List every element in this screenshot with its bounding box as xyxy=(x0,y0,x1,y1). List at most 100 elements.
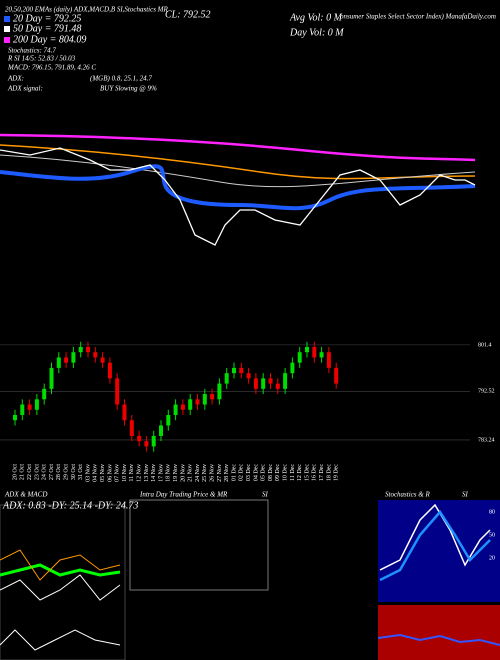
candle-body xyxy=(334,367,339,384)
macd: MACD: 796.15, 791.89, 4.26 C xyxy=(7,64,96,72)
x-tick-label: 14 Nov xyxy=(151,464,157,482)
candle-body xyxy=(34,399,39,410)
candle-body xyxy=(49,367,54,389)
di-line xyxy=(0,574,121,601)
candle-body xyxy=(326,352,331,368)
candle-body xyxy=(159,425,163,436)
candle-body xyxy=(151,435,156,447)
adx-line xyxy=(0,563,121,577)
x-tick-label: 01 Dec xyxy=(231,464,237,481)
rsi: R SI 14/5: 52.83 / 50.03 xyxy=(7,55,76,63)
x-tick-label: 18 Dec xyxy=(326,464,332,481)
candle-body xyxy=(210,394,215,400)
x-tick-label: 17 Dec xyxy=(319,464,325,481)
x-tick-label: 11 Nov xyxy=(129,464,135,482)
x-tick-label: 23 Oct xyxy=(34,464,40,480)
panel-title: ADX & MACD xyxy=(4,491,47,499)
candle-body xyxy=(166,415,171,426)
candle-body xyxy=(290,362,295,374)
adx-signal-value: BUY Slowing @ 9% xyxy=(100,85,157,93)
candle-body xyxy=(297,352,302,363)
x-tick-label: 15 Dec xyxy=(304,464,310,481)
ema50-line xyxy=(0,144,476,180)
candle-body xyxy=(78,346,83,353)
panel-title: Intra Day Trading Price & MR xyxy=(139,491,228,499)
x-tick-label: 05 Nov xyxy=(100,464,106,482)
intraday-panel xyxy=(129,499,269,591)
stoch-d xyxy=(379,509,491,582)
legend-ema50: 50 Day = 791.48 xyxy=(13,23,81,34)
x-tick-label: 13 Nov xyxy=(144,464,150,482)
candle-body xyxy=(195,399,200,405)
x-tick-label: 26 Nov xyxy=(209,464,215,482)
x-tick-label: 29 Oct xyxy=(63,464,69,480)
legend-swatch xyxy=(4,37,10,43)
x-tick-label: 03 Nov xyxy=(85,464,91,482)
legend-ema20: 20 Day = 792.25 xyxy=(13,13,81,24)
adx-signal: ADX signal: xyxy=(7,85,43,93)
candle-body xyxy=(93,352,98,358)
candle-body xyxy=(86,346,90,353)
candle-body xyxy=(137,435,142,442)
rsi-line xyxy=(377,633,500,646)
adx-readout: ADX: 0.83 -DY: 25.14 -DY: 24.73 xyxy=(2,500,138,511)
x-tick-label: 16 Dec xyxy=(312,464,318,481)
x-tick-label: 09 Dec xyxy=(275,464,281,481)
legend-swatch xyxy=(4,26,10,32)
candle-body xyxy=(13,415,17,421)
di-line xyxy=(0,549,121,581)
x-tick-label: 20 Oct xyxy=(12,464,18,480)
close-price: CL: 792.52 xyxy=(165,9,211,20)
x-tick-label: 27 Nov xyxy=(217,464,223,482)
x-tick-label: 12 Dec xyxy=(297,464,303,481)
candle-body xyxy=(275,383,280,389)
candle-body xyxy=(305,346,309,353)
candle-body xyxy=(232,367,236,374)
x-tick-label: 12 Nov xyxy=(136,464,142,482)
studies: 20,50,200 EMAs (daily) ADX,MACD,B SI,Sto… xyxy=(5,6,169,14)
panel-title: Stochastics & R xyxy=(385,491,430,499)
x-tick-label: 25 Nov xyxy=(202,464,208,482)
stochastics: Stochastics: 74.7 xyxy=(8,47,56,55)
legend-swatch xyxy=(4,16,10,22)
candle-body xyxy=(107,362,112,379)
candle-body xyxy=(173,404,178,415)
x-tick-label: 05 Dec xyxy=(261,464,267,481)
y-tick-label: 783.24 xyxy=(478,437,495,443)
panel-title: SI xyxy=(462,491,469,499)
y-tick-label: 801.4 xyxy=(478,342,492,348)
price-line xyxy=(0,147,476,246)
candle-body xyxy=(20,404,25,415)
x-tick-label: 04 Dec xyxy=(253,464,259,481)
x-tick-label: 10 Dec xyxy=(282,464,288,481)
stoch-level: 80 xyxy=(489,509,495,515)
candle-body xyxy=(268,378,273,384)
candle-body xyxy=(27,404,32,410)
x-tick-label: 27 Oct xyxy=(49,464,55,480)
x-tick-label: 24 Oct xyxy=(42,464,48,480)
x-tick-label: 11 Dec xyxy=(290,464,296,481)
x-tick-label: 20 Nov xyxy=(180,464,186,482)
x-tick-label: 06 Nov xyxy=(107,464,113,482)
ema200-line xyxy=(0,133,476,162)
adx-values: (MGB) 0.8, 25.1, 24.7 xyxy=(90,75,152,83)
x-tick-label: 19 Dec xyxy=(334,464,340,481)
candle-body xyxy=(246,373,251,379)
x-tick-label: 30 Oct xyxy=(71,464,77,480)
x-tick-label: 22 Oct xyxy=(27,464,33,480)
stoch-level: 20 xyxy=(489,555,495,561)
x-tick-label: 03 Dec xyxy=(246,464,252,481)
candle-body xyxy=(217,383,222,400)
candle-body xyxy=(261,378,266,389)
x-tick-label: 31 Oct xyxy=(78,464,84,480)
y-tick-label: 792.52 xyxy=(478,389,495,395)
candle-body xyxy=(71,352,76,363)
candle-body xyxy=(202,394,207,405)
stoch-level: 50 xyxy=(489,532,495,538)
candle-body xyxy=(42,388,47,400)
x-tick-label: 10 Nov xyxy=(122,464,128,482)
x-tick-label: 04 Nov xyxy=(93,464,99,482)
x-tick-label: 21 Nov xyxy=(188,464,194,482)
candle-body xyxy=(115,378,120,405)
